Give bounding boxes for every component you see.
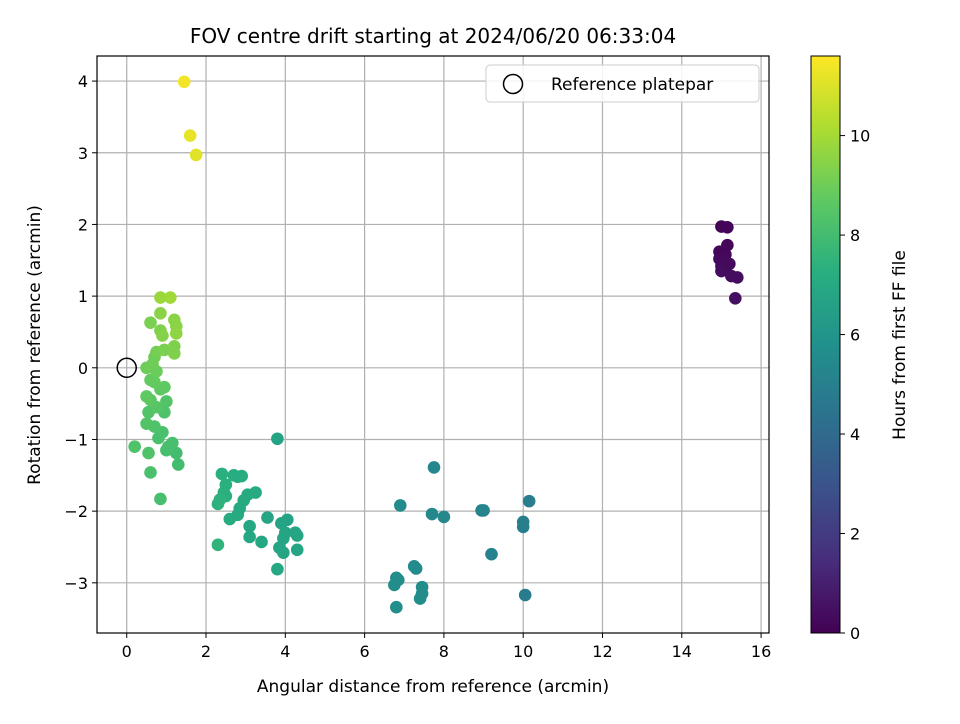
scatter-point: [164, 291, 177, 304]
scatter-point: [152, 431, 165, 445]
scatter-point: [522, 494, 536, 508]
colorbar-label: Hours from first FF file: [890, 250, 910, 440]
scatter-point: [235, 469, 249, 483]
colorbar-tick-label: 8: [850, 226, 860, 245]
scatter-point: [158, 343, 171, 357]
scatter-point: [261, 511, 274, 524]
y-axis-ticks: −3 −2 −1 0 1 2 3 4: [64, 72, 97, 593]
scatter-point: [388, 578, 401, 592]
scatter-point: [243, 530, 256, 544]
colorbar-tick-label: 2: [850, 525, 860, 544]
scatter-point: [427, 461, 441, 474]
y-tick-label: 3: [78, 144, 88, 163]
x-tick-label: 2: [201, 642, 211, 661]
chart-title: FOV centre drift starting at 2024/06/20 …: [190, 24, 676, 48]
scatter-point: [290, 543, 304, 557]
y-tick-label: −1: [64, 430, 88, 449]
legend-label: Reference platepar: [551, 75, 713, 95]
scatter-point: [211, 538, 225, 552]
scatter-point: [183, 129, 197, 142]
y-tick-label: −3: [64, 574, 88, 593]
y-tick-label: 4: [78, 72, 88, 91]
colorbar-tick-label: 6: [850, 326, 860, 345]
scatter-point: [171, 458, 185, 471]
scatter-point: [277, 546, 290, 560]
grid: [97, 56, 769, 633]
scatter-point: [290, 529, 304, 542]
x-axis-ticks: 0 2 4 6 8 10 12 14 16: [122, 633, 771, 661]
scatter-point: [721, 221, 734, 234]
reference-marker-group: [116, 357, 137, 379]
scatter-point: [409, 562, 423, 575]
scatter-point: [154, 307, 167, 320]
plot-frame: [96, 55, 770, 634]
scatter-point: [730, 271, 744, 284]
x-tick-label: 16: [751, 642, 771, 661]
y-tick-label: −2: [64, 502, 88, 521]
legend: Reference platepar: [485, 64, 760, 103]
scatter-point: [729, 291, 742, 305]
x-tick-label: 12: [592, 642, 612, 661]
x-tick-label: 4: [280, 642, 290, 661]
scatter-point: [140, 390, 153, 403]
y-tick-label: 1: [78, 287, 88, 306]
scatter-point: [169, 327, 183, 340]
legend-box: [485, 64, 760, 103]
scatter-point: [154, 291, 167, 304]
x-tick-label: 8: [439, 642, 449, 661]
scatter-point: [271, 562, 284, 576]
scatter-point: [243, 519, 256, 533]
y-tick-label: 2: [78, 215, 88, 234]
colorbar-gradient: [810, 55, 841, 634]
scatter-point: [154, 492, 167, 506]
scatter-point: [156, 329, 169, 342]
legend-marker-icon: [502, 73, 524, 95]
scatter-point: [271, 432, 284, 446]
x-tick-label: 10: [513, 642, 533, 661]
y-axis-label: Rotation from reference (arcmin): [25, 205, 45, 485]
x-axis-label: Angular distance from reference (arcmin): [257, 677, 609, 697]
scatter-point: [211, 497, 225, 511]
scatter-point: [437, 510, 451, 524]
scatter-point: [516, 520, 530, 534]
scatter-point: [189, 148, 203, 162]
colorbar-tick-label: 4: [850, 425, 860, 444]
scatter-point: [162, 440, 175, 453]
scatter-point: [168, 339, 181, 353]
scatter-points: [128, 75, 744, 614]
x-tick-label: 6: [360, 642, 370, 661]
scatter-point: [160, 395, 173, 408]
colorbar: 0 2 4 6 8 10 Hours from first FF file: [810, 55, 910, 643]
colorbar-ticks: 0 2 4 6 8 10: [840, 127, 870, 643]
scatter-point: [128, 440, 141, 453]
scatter-point: [223, 512, 237, 526]
colorbar-tick-label: 10: [850, 127, 870, 146]
scatter-point: [485, 547, 498, 561]
scatter-point: [140, 417, 153, 431]
scatter-point: [177, 75, 191, 89]
scatter-point: [518, 588, 532, 602]
x-tick-label: 0: [122, 642, 132, 661]
scatter-point: [142, 446, 155, 460]
scatter-point: [390, 600, 403, 614]
scatter-point: [144, 316, 157, 329]
scatter-point: [144, 466, 157, 479]
scatter-point: [393, 499, 407, 512]
colorbar-tick-label: 0: [850, 624, 860, 643]
scatter-point: [255, 535, 268, 549]
x-tick-label: 14: [672, 642, 692, 661]
scatter-point: [215, 467, 229, 481]
reference-platepar-marker: [116, 357, 137, 379]
y-tick-label: 0: [78, 359, 88, 378]
scatter-point: [413, 592, 427, 605]
scatter-point: [158, 380, 171, 394]
scatter-point: [715, 264, 728, 278]
scatter-point: [425, 507, 439, 521]
scatter-point: [477, 504, 490, 517]
